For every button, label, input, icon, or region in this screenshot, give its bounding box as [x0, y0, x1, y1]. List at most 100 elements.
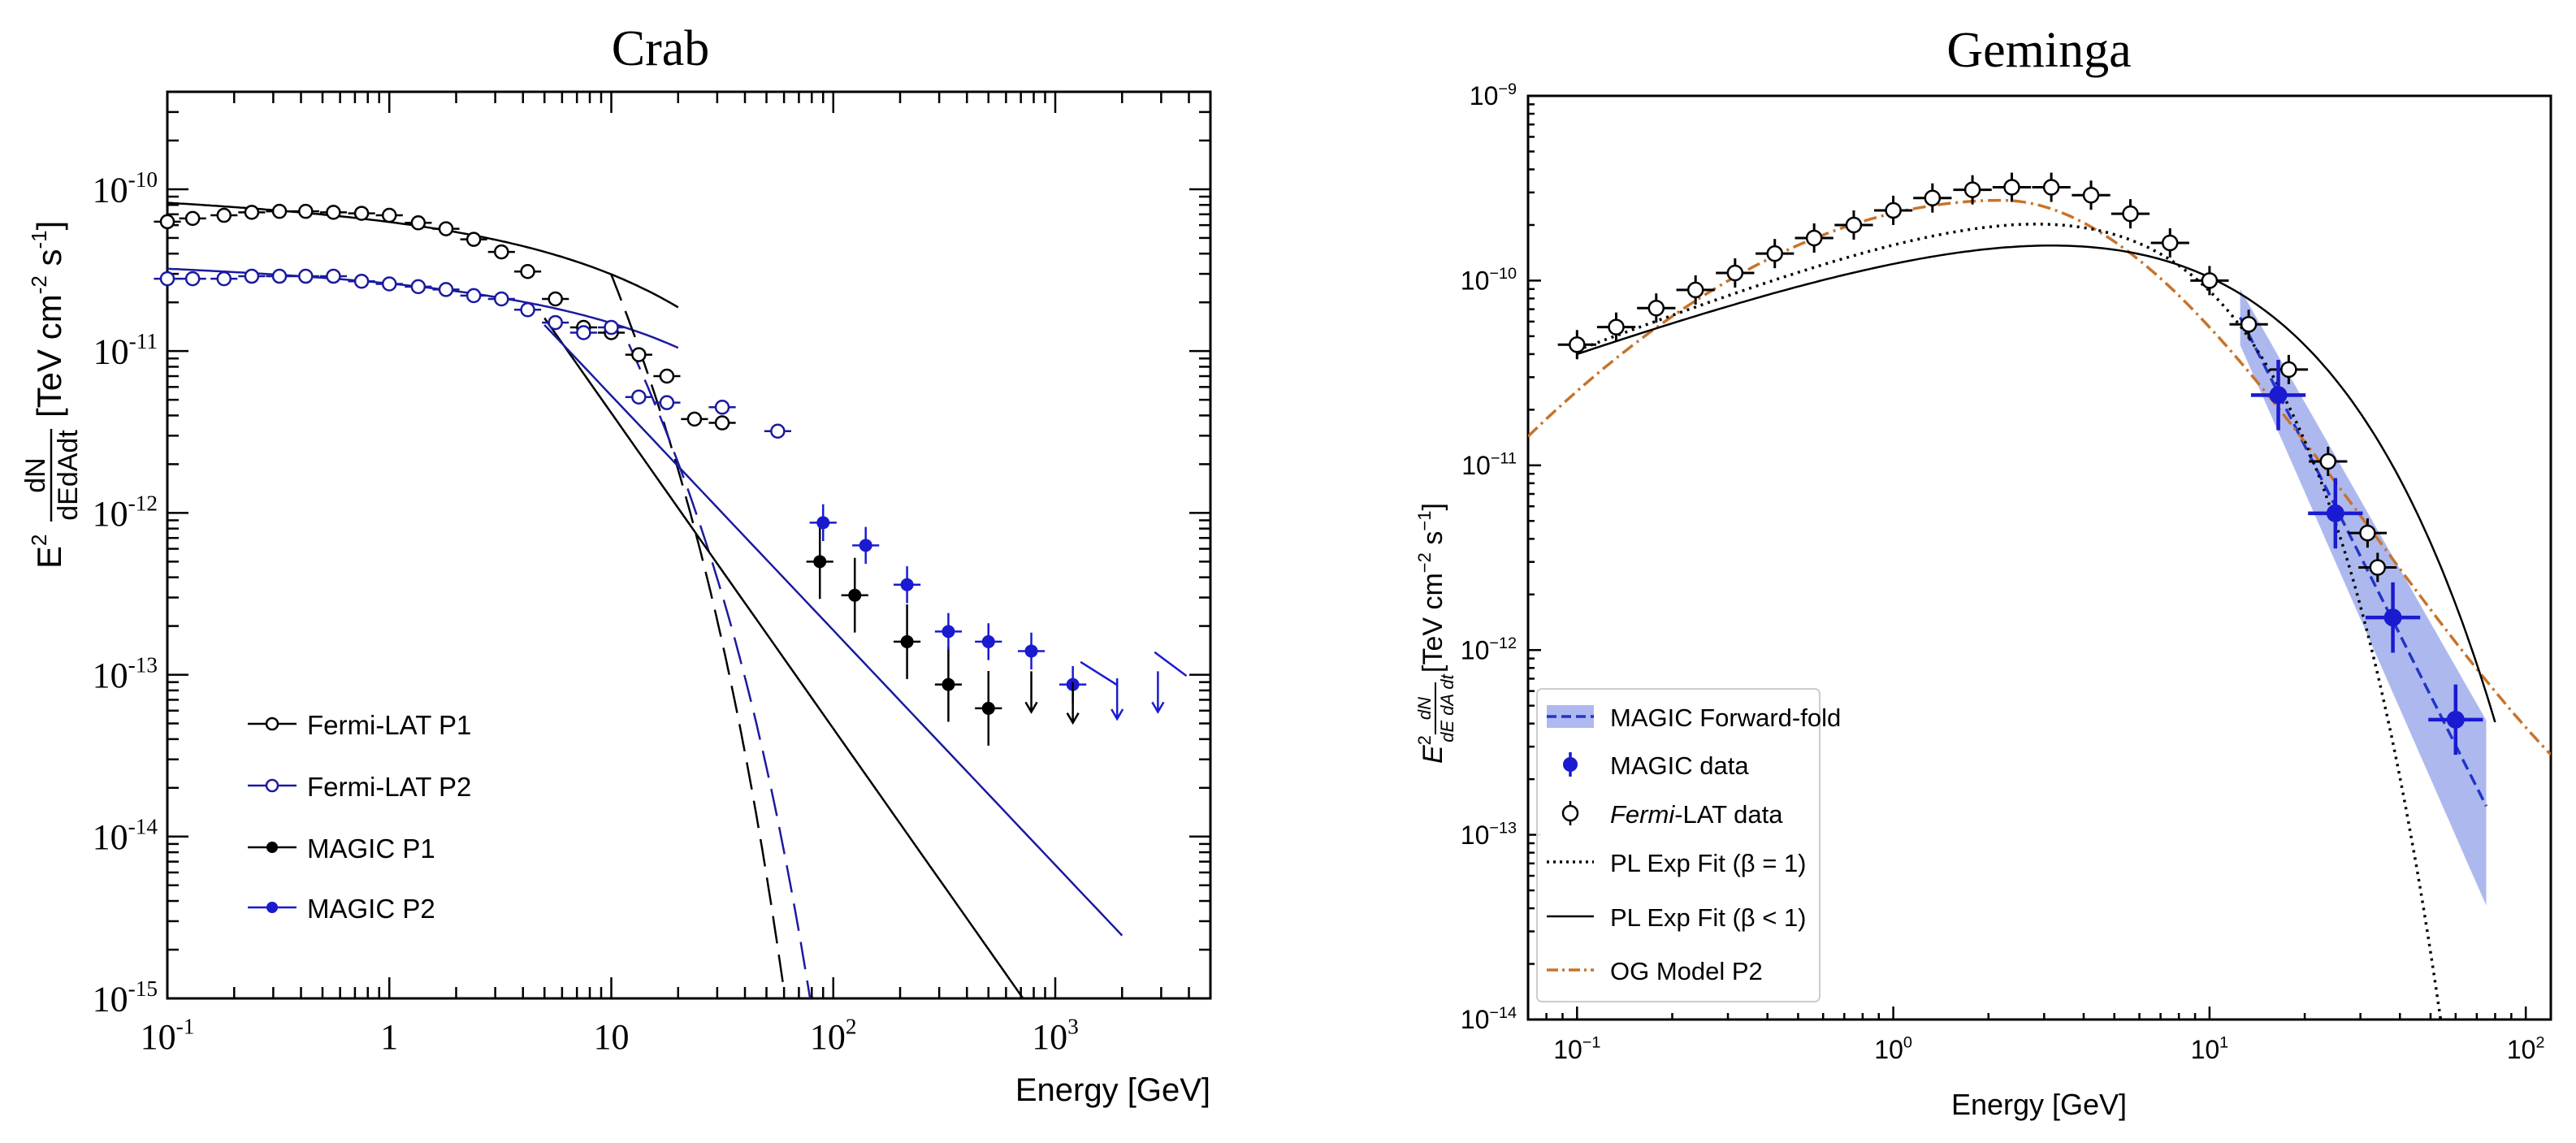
- geminga-legend-fermi-italic: Fermi: [1610, 800, 1675, 829]
- geminga-plot-frame: [1526, 94, 2552, 1021]
- geminga-point: [2348, 518, 2388, 548]
- geminga-title: Geminga: [1946, 23, 2131, 78]
- geminga-ylabel-frac-num: dN: [1414, 697, 1435, 720]
- geminga-point: [1953, 175, 1992, 205]
- svg-text:E2: E2: [27, 535, 68, 569]
- crab-point: [653, 395, 681, 410]
- crab-legend-magic-p1-label: MAGIC P1: [307, 833, 435, 864]
- geminga-forward-fold-band: [2240, 289, 2487, 906]
- crab-point: [894, 604, 921, 679]
- geminga-point: [2269, 354, 2308, 384]
- crab-point: [238, 268, 266, 284]
- crab-upper-limit-arrow: [1151, 671, 1165, 714]
- geminga-xtick-label: 100: [1874, 1034, 1912, 1064]
- geminga-legend-box: [1536, 688, 1821, 1002]
- crab-point: [179, 210, 206, 227]
- crab-ytick-label: 10-13: [93, 652, 158, 695]
- crab-point: [292, 203, 319, 219]
- crab-ylabel-E-sup: 2: [27, 535, 51, 546]
- geminga-legend: MAGIC Forward-fold MAGIC data Fermi-LAT …: [1536, 688, 1841, 1002]
- geminga-points: [1557, 172, 2483, 756]
- geminga-point: [1795, 223, 1834, 253]
- geminga-ytick-label: 10−13: [1461, 819, 1517, 849]
- crab-legend-magic-p2-label: MAGIC P2: [307, 894, 435, 924]
- geminga-point: [2111, 199, 2150, 229]
- geminga-ylabel-units: [TeV cm: [1418, 573, 1448, 673]
- geminga-ylabel-units-mid: s: [1418, 531, 1448, 552]
- crab-ticks: 10-1 1 10 102 10310-1510-1410-1310-1210-1110…: [93, 90, 1212, 1057]
- crab-legend: Fermi-LAT P1 Fermi-LAT P2 MAGIC P1 MAGIC…: [248, 710, 471, 924]
- crab-point: [210, 207, 238, 223]
- geminga-legend-magic-data: MAGIC data: [1563, 751, 1749, 780]
- crab-legend-magic-p2: MAGIC P2: [248, 894, 435, 924]
- crab-point: [154, 271, 181, 287]
- crab-point: [708, 399, 736, 415]
- crab-point: [348, 206, 375, 221]
- crab-ylabel-frac-num: dN: [20, 457, 51, 492]
- geminga-legend-fermi-data: Fermi-LAT data: [1561, 800, 1783, 829]
- crab-ylabel-units: [TeV cm: [30, 294, 68, 418]
- geminga-point: [2365, 582, 2421, 653]
- geminga-ylabel-E: E: [1418, 745, 1448, 764]
- geminga-ytick-label: 10−11: [1461, 450, 1517, 480]
- geminga-ticks: 10−1 100 101 102 10−14 10−13 10−12 10−11 10−10 10…: [1461, 80, 2545, 1064]
- crab-xtick-label: 10: [594, 1017, 630, 1057]
- crab-point: [375, 276, 403, 292]
- crab-point: [460, 288, 487, 304]
- crab-point: [238, 205, 266, 220]
- crab-ytick-label: 10-15: [93, 976, 158, 1019]
- crab-point: [292, 268, 319, 284]
- crab-point: [432, 221, 460, 236]
- svg-text:Fermi-LAT data: Fermi-LAT data: [1610, 800, 1783, 829]
- geminga-point: [2308, 478, 2363, 549]
- crab-point: [319, 205, 348, 220]
- crab-point: [1017, 632, 1046, 670]
- geminga-legend-magic-data-label: MAGIC data: [1610, 751, 1749, 780]
- geminga-point: [2250, 360, 2306, 431]
- crab-point: [405, 279, 432, 295]
- crab-ytick-label: 10-14: [93, 815, 158, 857]
- crab-point: [319, 268, 348, 284]
- geminga-legend-fermi-data-label: -LAT data: [1674, 800, 1783, 829]
- geminga-legend-pl-exp-beta1-label: PL Exp Fit (β = 1): [1610, 849, 1807, 877]
- crab-point: [405, 215, 432, 231]
- geminga-point: [1676, 275, 1715, 305]
- crab-legend-magic-p1: MAGIC P1: [248, 833, 435, 864]
- geminga-ytick-label: 10−12: [1461, 634, 1517, 665]
- crab-point: [764, 423, 791, 439]
- geminga-ylabel-frac-den: dE dA dt: [1437, 673, 1457, 742]
- crab-point: [934, 613, 963, 651]
- crab-point: [348, 273, 375, 289]
- geminga-point: [2358, 552, 2397, 582]
- crab-upper-limit-arrow: [1110, 678, 1124, 721]
- crab-legend-fermi-p1-label: Fermi-LAT P1: [307, 710, 471, 740]
- geminga-point: [2072, 180, 2111, 210]
- crab-point: [210, 271, 238, 287]
- crab-plot-frame: [166, 90, 1212, 1000]
- crab-ylabel-units-end: ]: [30, 221, 68, 231]
- geminga-ytick-label: 10−9: [1470, 80, 1517, 110]
- crab-upper-limit-segment: [1154, 651, 1188, 677]
- crab-ytick-label: 10-12: [93, 491, 158, 533]
- crab-upper-limit-arrow: [1066, 682, 1080, 725]
- geminga-point: [1913, 183, 1952, 213]
- geminga-point: [1992, 172, 2032, 202]
- crab-y-axis-label: E2 dN dEdAdt [TeV cm-2 s-1]: [20, 221, 84, 569]
- crab-point: [569, 325, 597, 340]
- geminga-point: [2190, 266, 2229, 296]
- crab-ylabel-units-sup2: -1: [27, 230, 51, 249]
- crab-xtick-label: 103: [1032, 1015, 1079, 1057]
- crab-xtick-label: 10-1: [141, 1015, 195, 1057]
- crab-point: [625, 389, 652, 405]
- crab-point: [625, 347, 652, 362]
- geminga-point: [2032, 172, 2071, 202]
- geminga-ylabel-units-end: ]: [1418, 503, 1448, 510]
- geminga-point: [1834, 210, 1873, 240]
- crab-point: [542, 291, 569, 307]
- crab-upper-limit-segment: [1080, 660, 1118, 686]
- geminga-legend-og-model: OG Model P2: [1547, 957, 1763, 985]
- geminga-pl-exp-betalt1-curve: [1576, 245, 2496, 723]
- geminga-ylabel-E-sup: 2: [1414, 735, 1435, 745]
- geminga-point: [2150, 227, 2189, 258]
